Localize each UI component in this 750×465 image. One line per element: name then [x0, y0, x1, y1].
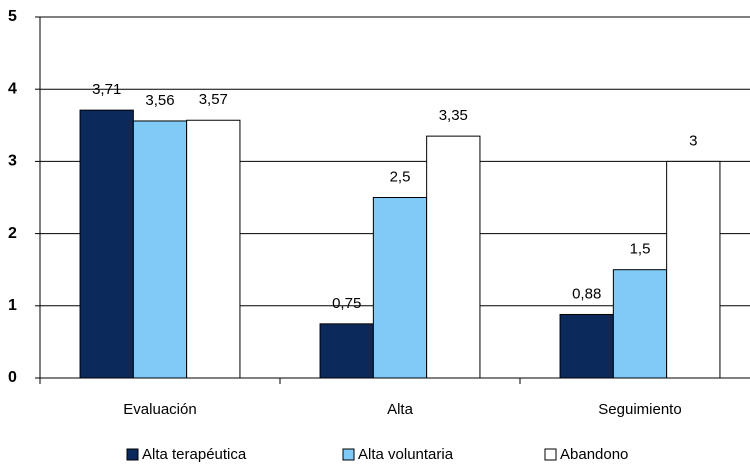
- value-label: 3: [689, 132, 697, 149]
- value-label: 3,56: [145, 92, 174, 109]
- value-label: 2,5: [390, 168, 411, 185]
- value-label: 0,75: [332, 295, 361, 312]
- bar: [132, 120, 188, 379]
- x-tick-label: Evaluación: [123, 401, 196, 418]
- y-tick-label: 3: [8, 153, 17, 170]
- bar: [372, 197, 428, 379]
- y-tick-label: 4: [8, 80, 17, 97]
- bar: [186, 119, 241, 379]
- value-label: 1,5: [630, 241, 651, 258]
- x-tick-label: Seguimiento: [598, 401, 681, 418]
- x-tick-label: Alta: [387, 401, 414, 418]
- y-tick-label: 5: [8, 8, 17, 25]
- value-label: 3,71: [92, 81, 121, 98]
- y-tick-label: 0: [8, 369, 17, 386]
- bar: [666, 160, 721, 379]
- legend-swatch: [126, 448, 139, 461]
- legend-label: Abandono: [560, 446, 628, 463]
- legend-label: Alta terapéutica: [142, 446, 247, 463]
- legend-label: Alta voluntaria: [358, 446, 454, 463]
- legend-swatch: [544, 448, 557, 461]
- bar: [559, 313, 614, 379]
- value-label: 3,35: [439, 107, 468, 124]
- value-label: 0,88: [572, 285, 601, 302]
- value-label: 3,57: [199, 91, 228, 108]
- bar: [612, 269, 668, 379]
- y-tick-label: 1: [8, 297, 17, 314]
- bar: [319, 323, 374, 379]
- legend-swatch: [342, 448, 355, 461]
- bar: [426, 135, 481, 379]
- y-tick-label: 2: [8, 225, 17, 242]
- bar: [79, 109, 134, 379]
